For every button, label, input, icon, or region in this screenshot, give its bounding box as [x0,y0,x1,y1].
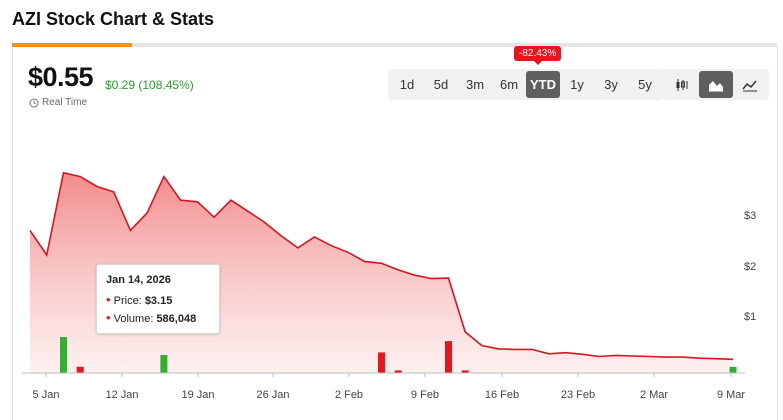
x-tick-label: 2 Mar [640,389,668,401]
volume-bar [76,366,84,373]
y-tick-label: $1 [744,311,756,323]
tooltip-volume-row: • Volume: 586,048 [106,310,196,325]
volume-bar [60,337,67,373]
x-tick-label: 12 Jan [105,389,138,401]
range-button-1d[interactable]: 1d [399,77,415,92]
x-tick-label: 19 Jan [181,389,214,401]
line-chart-icon [742,80,757,91]
y-tick-label: $2 [744,261,756,273]
chart-type-selector [663,69,769,100]
volume-dot-icon: • [106,310,111,325]
x-tick-label: 23 Feb [561,389,595,401]
price-line [29,171,734,361]
chart-card [12,47,778,420]
tooltip-price-value: $3.15 [144,295,173,307]
range-button-3m[interactable]: 3m [465,77,485,92]
ytd-change-badge: -82.43% [514,46,562,65]
line-chart-button[interactable] [733,71,767,98]
realtime-label: Real Time [42,97,88,108]
area-chart-icon [709,80,723,91]
range-button-5y[interactable]: 5y [638,77,652,92]
range-button-6m[interactable]: 6m [499,77,519,92]
candlestick-icon [676,78,688,91]
volume-bar [729,366,737,373]
price-dot-icon: • [106,292,111,307]
area-chart-button[interactable] [699,71,733,98]
title-underline-accent [12,43,132,47]
y-tick-label: $3 [744,210,756,222]
x-tick-label: 5 Jan [33,389,60,401]
tooltip-volume-value: 586,048 [156,313,197,325]
x-tick-label: 9 Mar [717,389,745,401]
range-button-3y[interactable]: 3y [604,77,618,92]
tooltip-price-label: Price: [113,295,142,307]
x-tick-label: 9 Feb [411,389,439,401]
current-price: $0.55 [28,62,94,92]
title-underline [12,43,777,47]
range-button-1y[interactable]: 1y [570,77,584,92]
clock-icon [29,98,39,107]
candlestick-button[interactable] [665,71,699,98]
tooltip-date: Jan 14, 2026 [106,274,171,286]
range-button-ytd[interactable]: YTD [526,71,560,98]
tooltip-volume-label: Volume: [113,313,154,325]
volume-bar [394,370,402,373]
x-tick-label: 16 Feb [485,389,519,401]
price-change: $0.29 (108.45%) [105,78,194,92]
chart-tooltip: Jan 14, 2026 • Price: $3.15 • Volume: 58… [96,264,220,334]
volume-bar [445,341,452,373]
volume-bar [160,355,168,373]
range-selector: 1d 5d 3m 6m YTD 1y 3y 5y [388,69,664,100]
x-tick-label: 26 Jan [256,389,289,401]
x-tick-label: 2 Feb [335,389,363,401]
tooltip-price-row: • Price: $3.15 [106,292,172,307]
range-button-5d[interactable]: 5d [433,77,449,92]
page-title: AZI Stock Chart & Stats [12,9,215,29]
realtime-indicator: Real Time [29,97,87,108]
volume-bar [378,352,385,373]
volume-bar [461,370,469,373]
